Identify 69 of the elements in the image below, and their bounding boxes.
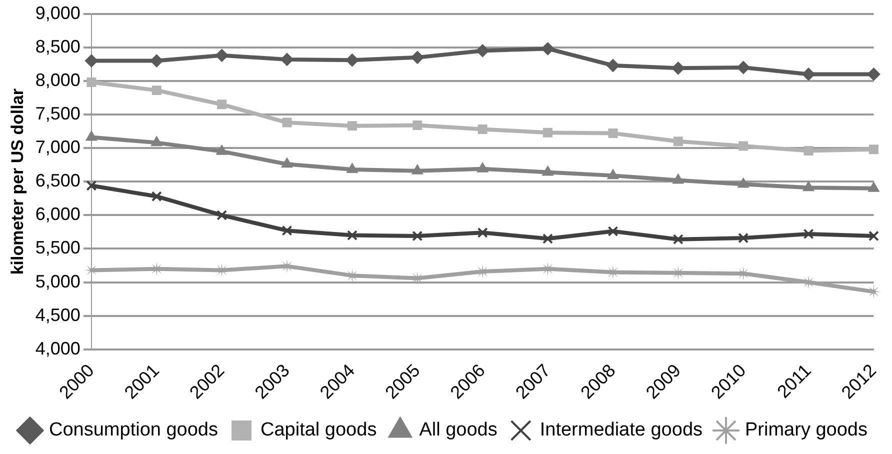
y-tick-label: 7,500	[35, 103, 80, 124]
point	[803, 228, 814, 240]
point	[672, 174, 684, 184]
point	[867, 68, 880, 81]
point	[150, 54, 164, 68]
point	[802, 181, 814, 192]
y-tick-label: 6,500	[35, 170, 80, 191]
point	[476, 162, 488, 172]
point	[216, 210, 228, 220]
point	[738, 232, 749, 244]
point	[216, 144, 228, 155]
y-tick-label: 4,500	[35, 304, 80, 325]
point	[673, 136, 683, 146]
point	[281, 158, 293, 168]
point	[217, 100, 227, 110]
point	[346, 54, 359, 67]
point	[478, 124, 488, 134]
point	[608, 128, 618, 138]
y-tick-label: 8,000	[35, 70, 80, 90]
y-tick-label: 7,000	[35, 137, 80, 158]
legend-label: Consumption goods	[49, 420, 218, 441]
point	[541, 42, 554, 56]
point	[868, 230, 879, 242]
point	[86, 78, 96, 88]
legend-label: Capital goods	[260, 420, 377, 441]
point	[738, 178, 750, 188]
y-axis-title: kilometer per US dollar	[8, 88, 27, 275]
point	[606, 58, 620, 72]
point	[412, 230, 423, 242]
point	[84, 54, 98, 68]
legend-label: Intermediate goods	[540, 420, 703, 441]
point	[608, 226, 618, 237]
point	[346, 230, 358, 241]
point	[150, 136, 162, 146]
point	[607, 169, 619, 180]
point	[346, 163, 358, 174]
point	[215, 48, 228, 62]
legend-label: Primary goods	[745, 420, 868, 441]
point	[151, 191, 162, 202]
point	[410, 50, 424, 64]
point	[282, 225, 292, 236]
point	[804, 146, 814, 156]
point	[543, 128, 553, 138]
point	[542, 233, 554, 244]
point	[347, 121, 357, 131]
y-tick-label: 9,000	[35, 2, 80, 23]
point	[542, 166, 554, 176]
y-tick-label: 8,500	[35, 36, 80, 56]
y-tick-label: 6,000	[35, 204, 80, 224]
y-tick-label: 5,500	[35, 238, 80, 258]
point	[86, 130, 98, 141]
point	[672, 234, 684, 245]
point	[736, 61, 750, 74]
point	[738, 141, 748, 151]
point	[672, 62, 685, 75]
legend-label: All goods	[419, 420, 498, 441]
point	[152, 86, 162, 96]
point	[412, 120, 422, 130]
point	[868, 182, 880, 192]
point	[868, 144, 878, 154]
point	[476, 44, 490, 58]
point	[412, 164, 424, 174]
y-tick-label: 5,000	[35, 271, 80, 292]
y-tick-label: 4,000	[35, 338, 80, 358]
point	[282, 118, 292, 128]
point	[802, 68, 816, 81]
point	[280, 52, 294, 66]
point	[477, 227, 488, 238]
point	[86, 180, 97, 191]
